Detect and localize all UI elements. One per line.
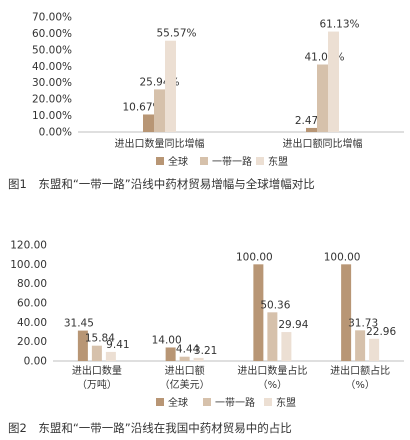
data-label: 55.57% [156,28,196,40]
y-tick-label: 20.00 [17,336,47,348]
data-label: 15.84 [85,333,115,345]
data-label: 100.00 [236,251,273,263]
chart-2: 0.00 20.00 40.00 60.00 80.00 100.00 120.00 31.4… [8,240,404,435]
bar-2-3-1 [253,264,264,361]
bar-2-2-3 [193,357,204,361]
data-label: 50.36 [260,299,290,311]
chart-1: 0.00% 10.00% 20.00% 30.00% 40.00% 50.00% 60.00… [8,12,404,191]
bar-1-1-2 [154,89,165,132]
bar-2-1-3 [105,351,116,361]
data-label: 100.00 [324,251,361,263]
data-label: 4.44 [176,344,200,356]
legend-swatch-2 [203,398,211,406]
data-label: 14.00 [152,334,182,346]
y-tick-label: 70.00% [32,12,72,24]
y-tick-label: 60.00 [17,298,47,310]
y-tick-label: 50.00% [32,44,72,56]
legend-label: 全球 [168,396,188,409]
legend-swatch-3 [264,398,272,406]
bar-2-4-1 [341,264,352,361]
legend-label: 一带一路 [212,155,252,168]
bar-1-1-3 [165,40,176,132]
data-label: 9.41 [106,339,129,351]
figure-caption: 图2 东盟和“一带一路”沿线在我国中药材贸易中的占比 [8,421,292,435]
legend-label: 东盟 [276,396,296,409]
category-label: 进出口额同比增幅 [283,137,363,150]
category-label: （%） [258,379,288,391]
figure-caption: 图1 东盟和“一带一路”沿线中药材贸易增幅与全球增幅对比 [8,177,315,191]
bar-1-2-2 [317,64,328,132]
legend-swatch-1 [156,398,164,406]
data-label: 3.21 [194,345,217,357]
category-label: （亿美元） [160,378,210,391]
legend-label: 东盟 [268,155,288,168]
category-label: （万吨） [77,378,117,391]
y-tick-label: 0.00 [24,356,47,368]
bar-2-1-1 [77,330,88,361]
data-label: 31.73 [348,317,378,329]
bar-1-1-1 [143,114,154,132]
y-tick-label: 80.00 [17,278,47,290]
y-tick-label: 0.00% [39,127,72,139]
bar-2-4-2 [355,330,366,361]
data-label: 31.45 [64,318,94,330]
data-label: 10.67% [122,101,162,113]
category-label: 进出口数量占比 [237,364,307,377]
category-label: 进出口数量同比增幅 [115,137,205,150]
legend-swatch-1 [156,157,164,165]
data-label: 22.96 [366,326,396,338]
y-tick-label: 40.00% [32,61,72,73]
bar-2-3-2 [267,312,278,361]
bar-2-1-2 [91,345,102,361]
bar-2-2-1 [165,347,176,361]
bar-2-4-3 [369,338,380,361]
legend-swatch-3 [256,157,264,165]
y-tick-label: 60.00% [32,28,72,40]
category-label: 进出口额 [165,364,205,377]
category-label: 进出口数量 [72,364,122,377]
bar-2-2-2 [179,356,190,361]
legend-label: 一带一路 [215,396,255,409]
category-label: 进出口额占比 [330,364,390,377]
y-tick-label: 20.00% [32,94,72,106]
bar-1-2-3 [328,31,339,132]
y-tick-label: 30.00% [32,77,72,89]
data-label: 61.13% [319,19,359,31]
y-tick-label: 120.00 [10,240,47,252]
bar-1-2-1 [306,127,317,132]
legend-label: 全球 [168,155,188,168]
data-label: 29.94 [278,319,308,331]
y-tick-label: 10.00% [32,110,72,122]
legend-swatch-2 [200,157,208,165]
y-tick-label: 40.00 [17,317,47,329]
bar-2-3-3 [281,332,292,361]
y-tick-label: 100.00 [10,259,47,271]
category-label: （%） [345,379,375,391]
